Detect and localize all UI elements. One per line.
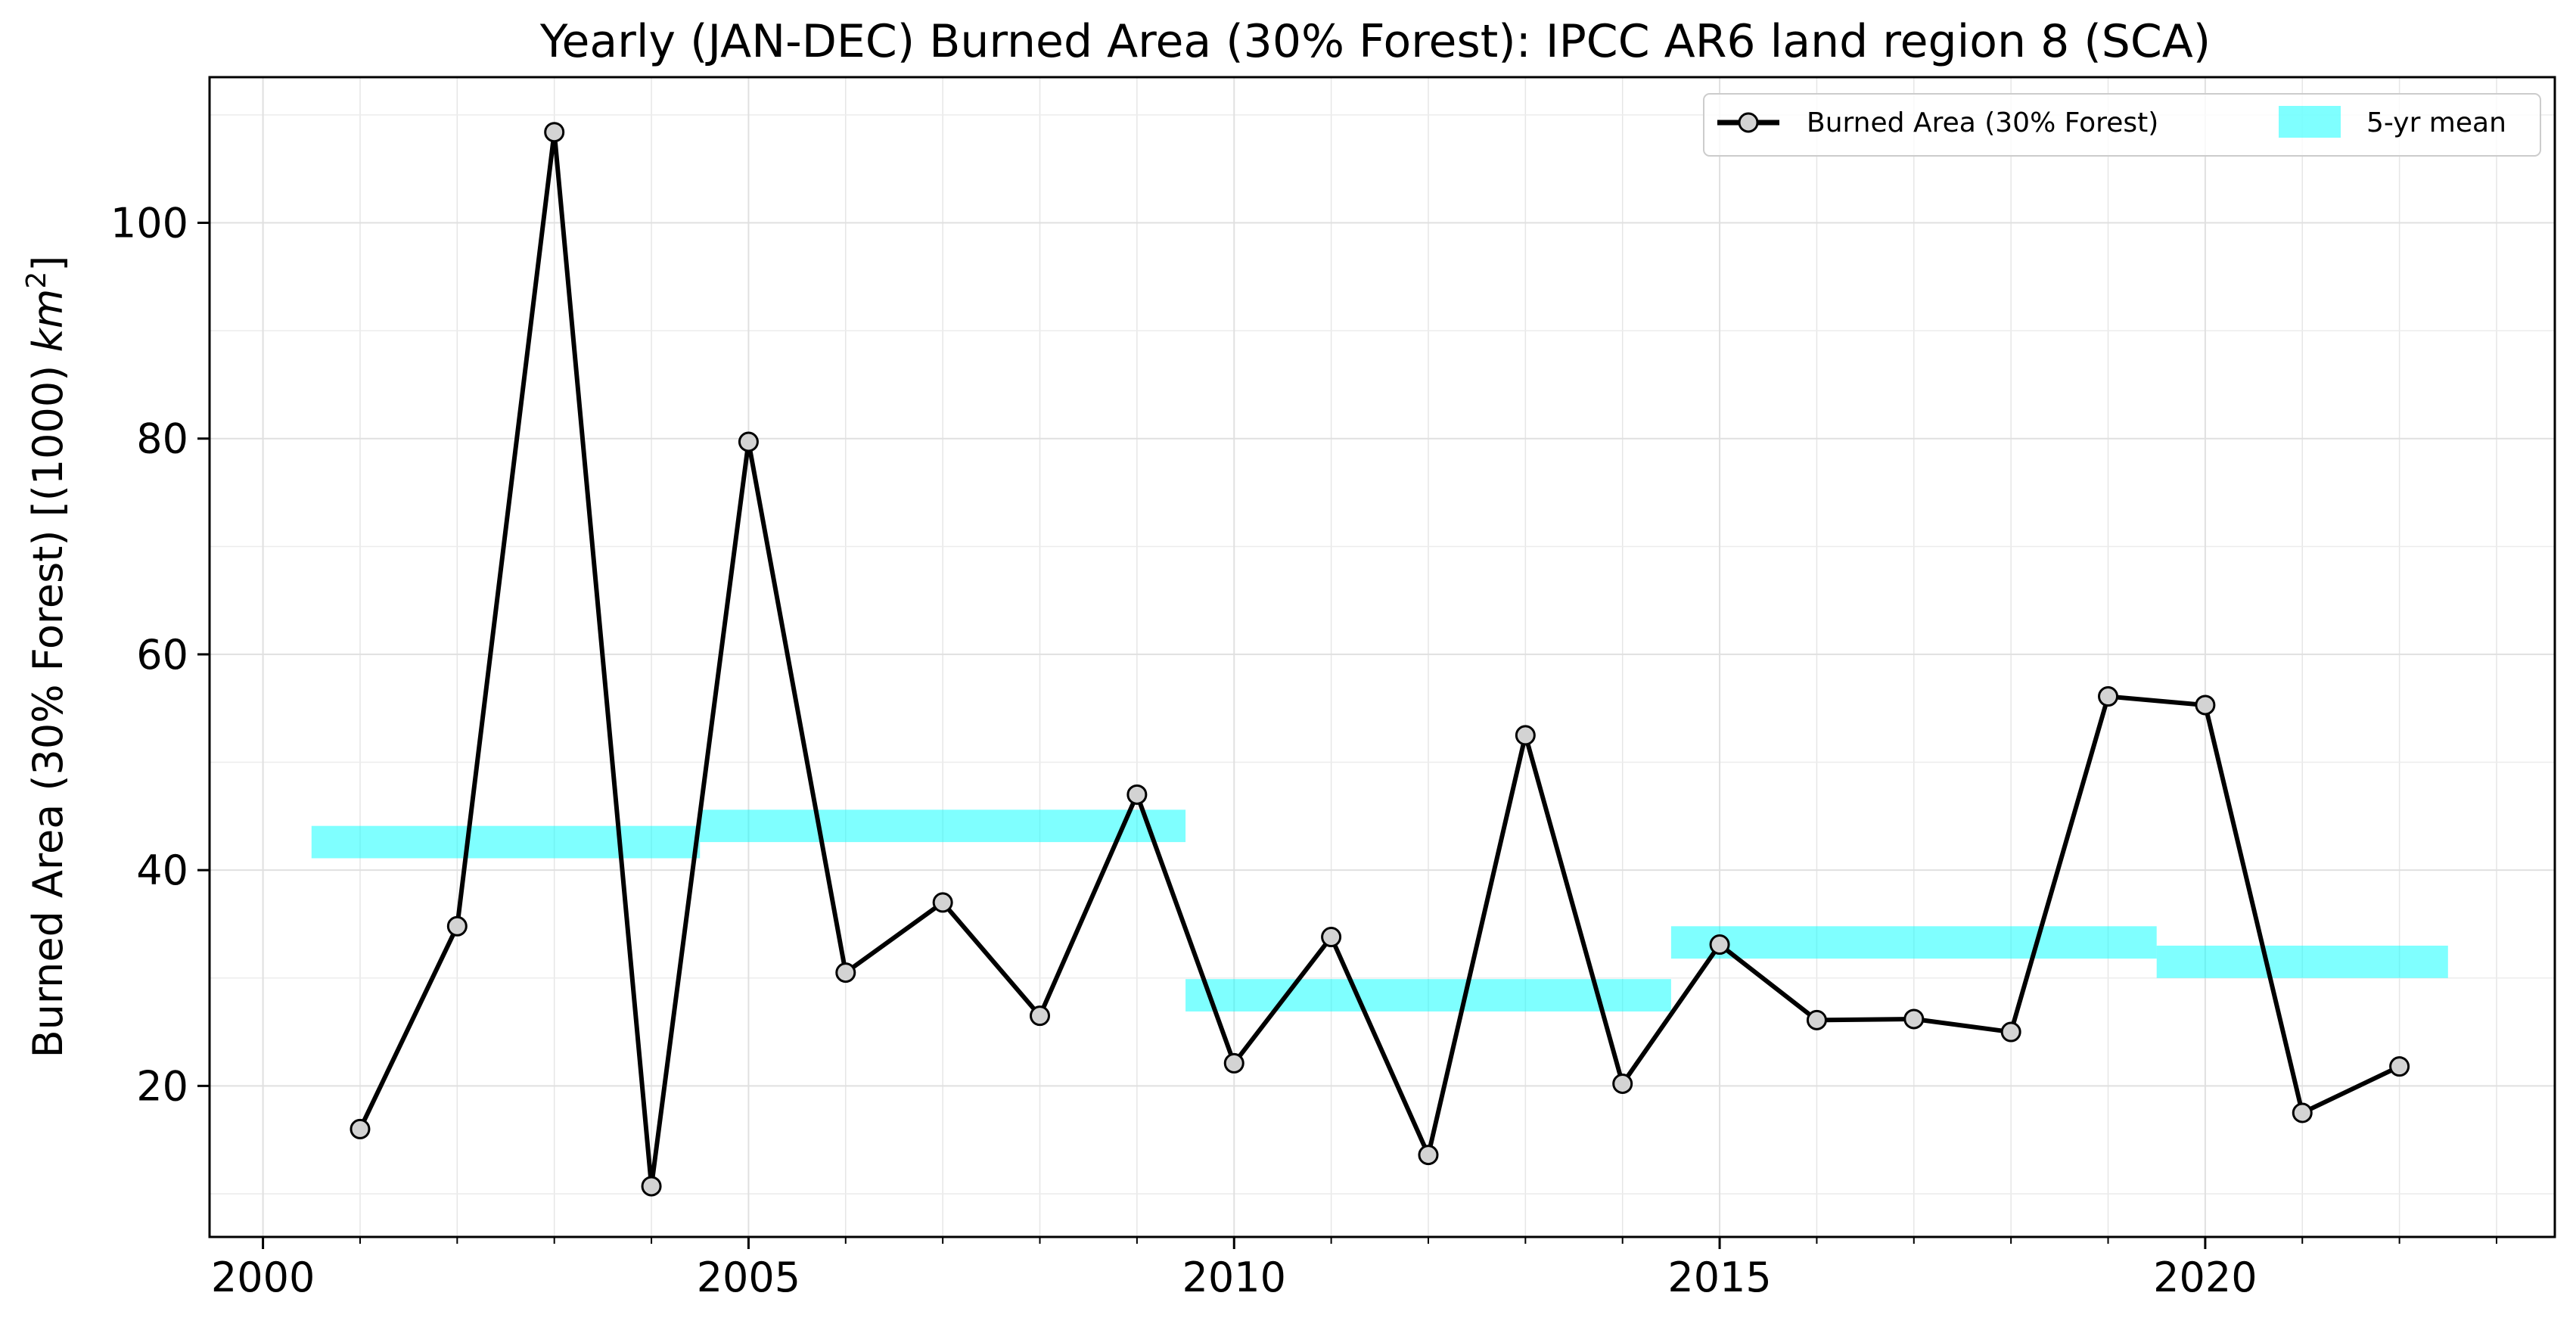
data-point [1903, 1008, 1925, 1030]
x-tick-label: 2020 [2153, 1254, 2257, 1301]
mean-band-segment [2156, 945, 2448, 978]
y-tick-label: 40 [136, 847, 188, 894]
data-point [835, 962, 856, 984]
data-point [544, 122, 565, 143]
data-point [2389, 1056, 2410, 1077]
data-point [1418, 1145, 1439, 1166]
mean-bands [311, 809, 2448, 1011]
x-tick-label: 2010 [1182, 1254, 1286, 1301]
y-axis-ticks: 20 40 60 80 100 [110, 200, 210, 1110]
data-point [350, 1118, 371, 1139]
y-axis-label-exponent: 2 [21, 272, 52, 289]
data-markers [350, 122, 2410, 1197]
data-point [1030, 1005, 1051, 1027]
data-point [641, 1176, 662, 1197]
grid-lines [210, 77, 2555, 1237]
data-point [1612, 1074, 1633, 1095]
data-point [2098, 686, 2119, 707]
y-axis-label-end: ] [24, 256, 72, 272]
mean-band-segment [1185, 979, 1671, 1011]
data-series [358, 129, 2400, 1189]
mean-band-segment [311, 825, 701, 859]
y-tick-label: 80 [136, 415, 188, 463]
chart-title: Yearly (JAN-DEC) Burned Area (30% Forest… [539, 15, 2211, 68]
x-tick-label: 2005 [697, 1254, 800, 1301]
y-axis-label: Burned Area (30% Forest) [(1000) km2] [21, 256, 72, 1058]
x-axis-ticks: 2000 2005 2010 2015 2020 [211, 1237, 2497, 1301]
series-line [358, 129, 2400, 1189]
mean-band-segment [700, 809, 1186, 843]
y-axis-label-main: Burned Area (30% Forest) [(1000) [24, 353, 72, 1058]
data-point [1321, 927, 1342, 948]
data-point [738, 431, 759, 452]
data-point [932, 892, 953, 913]
y-tick-label: 60 [136, 631, 188, 679]
data-point [1806, 1009, 1827, 1030]
data-point [446, 915, 468, 937]
legend: Burned Area (30% Forest) 5-yr mean [1703, 93, 2541, 157]
mean-band-segment [1670, 926, 2157, 959]
legend-label-5yr-mean: 5-yr mean [2366, 107, 2506, 138]
data-point [1709, 934, 1730, 956]
y-tick-label: 100 [110, 200, 188, 247]
legend-marker-swatch [1738, 112, 1759, 133]
data-point [2292, 1102, 2313, 1123]
x-tick-label: 2000 [211, 1254, 315, 1301]
data-point [1126, 784, 1148, 805]
data-point [1223, 1052, 1244, 1074]
data-point [2195, 695, 2216, 716]
x-tick-label: 2015 [1667, 1254, 1771, 1301]
plot-frame [208, 76, 2556, 1238]
data-point [1515, 725, 1536, 746]
legend-label-burned-area: Burned Area (30% Forest) [1807, 107, 2158, 138]
y-tick-label: 20 [136, 1062, 188, 1110]
data-point [2000, 1021, 2021, 1043]
legend-band-swatch [2279, 106, 2341, 138]
y-axis-label-unit: km [24, 289, 72, 353]
